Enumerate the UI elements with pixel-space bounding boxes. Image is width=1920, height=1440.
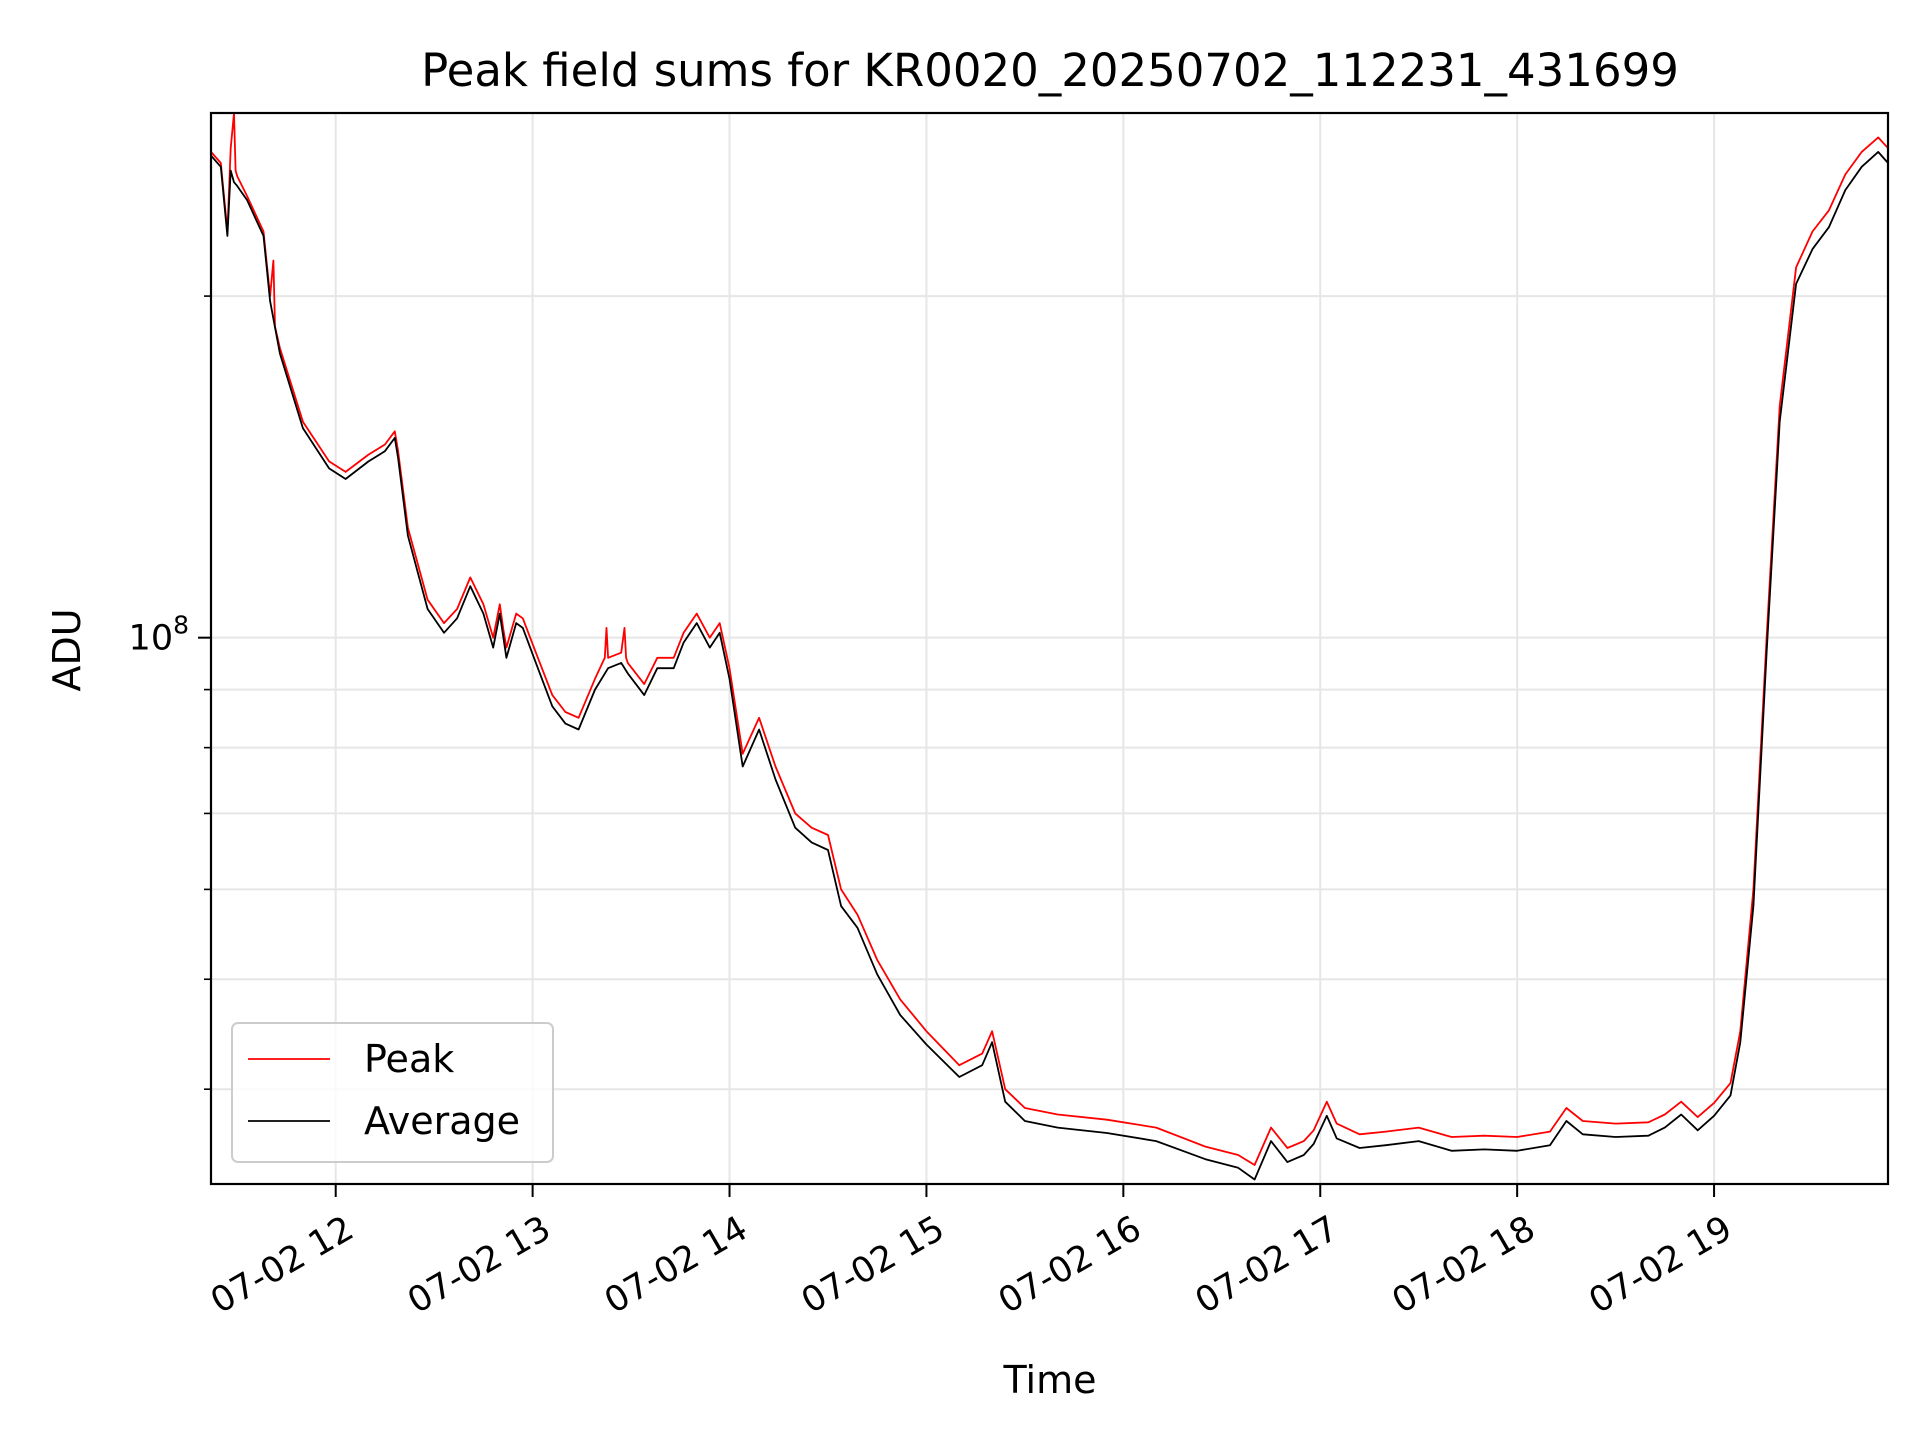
x-axis-label: Time [1003,1358,1097,1402]
series-line-average [211,150,1888,1181]
grid [211,113,1888,1184]
chart-title: Peak field sums for KR0020_20250702_1122… [421,44,1679,97]
legend-box [231,1022,554,1163]
legend-label-peak: Peak [364,1037,454,1081]
plot-series [211,113,1888,1181]
series-line-peak [211,113,1888,1166]
y-axis: 108 [129,295,211,1091]
y-axis-label: ADU [45,608,89,691]
y-tick-label: 108 [129,611,189,659]
legend-label-average: Average [364,1099,520,1143]
plot-frame [209,111,1890,1186]
legend: Peak Average [231,1022,554,1163]
